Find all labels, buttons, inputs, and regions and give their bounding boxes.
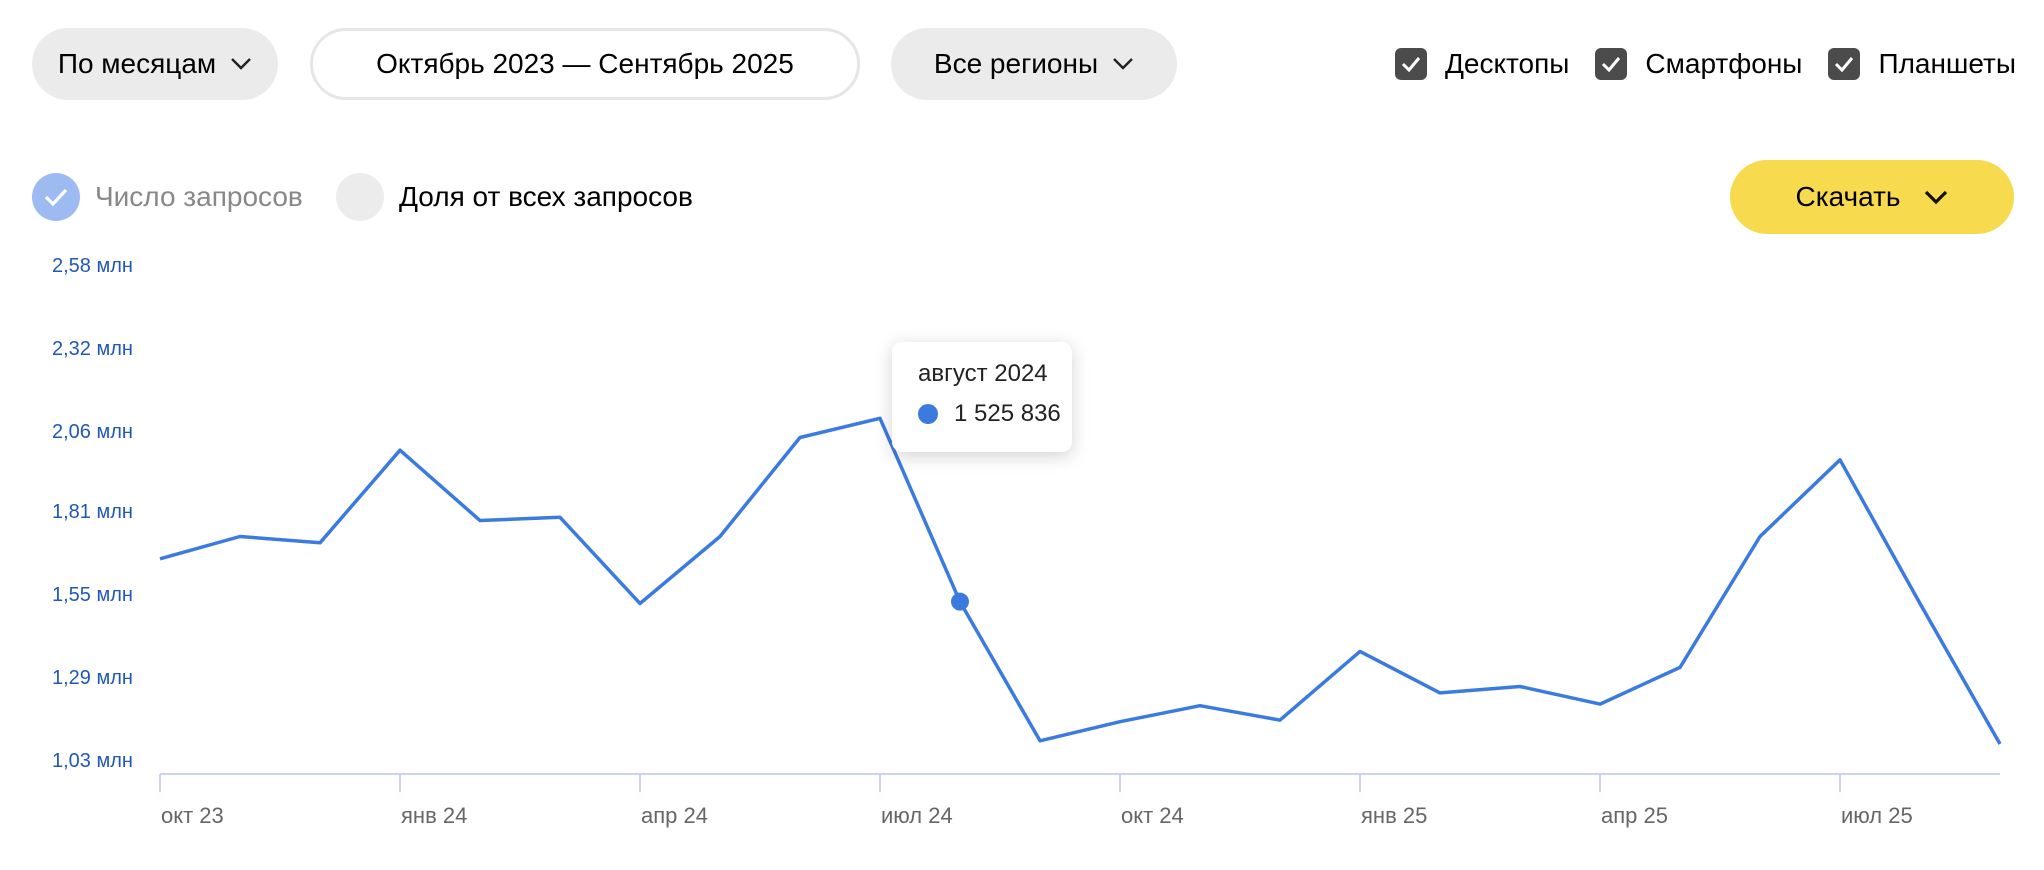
chevron-down-icon [1112, 57, 1134, 71]
y-tick-label: 1,29 млн [52, 667, 133, 689]
chevron-down-icon [1923, 189, 1949, 205]
checkbox-label: Смартфоны [1645, 48, 1803, 79]
device-filters: Десктопы Смартфоны Планшеты [1369, 28, 2016, 100]
mode-share-label: Доля от всех запросов [399, 181, 693, 212]
x-tick-label: июл 24 [881, 803, 953, 828]
checkbox-checked-icon [1394, 48, 1427, 80]
date-range-label: Октябрь 2023 — Сентябрь 2025 [376, 48, 794, 79]
tooltip-row: 1 525 836 [918, 400, 1072, 428]
y-tick-label: 1,55 млн [52, 584, 133, 606]
download-button[interactable]: Скачать [1730, 160, 2014, 234]
series-dot-icon [918, 404, 938, 424]
series-line [159, 416, 2002, 745]
tooltip-value: 1 525 836 [954, 400, 1061, 427]
y-tick-label: 2,06 млн [52, 421, 133, 443]
region-dropdown[interactable]: Все регионы [891, 28, 1177, 100]
tooltip-title: август 2024 [918, 360, 1048, 387]
x-tick-label: апр 25 [1601, 803, 1668, 828]
region-dropdown-label: Все регионы [933, 48, 1099, 79]
checkbox-label: Планшеты [1878, 48, 2016, 79]
chevron-down-icon [230, 57, 252, 71]
checkbox-desktops[interactable]: Десктопы [1394, 48, 1570, 80]
period-dropdown[interactable]: По месяцам [32, 28, 278, 100]
download-label: Скачать [1795, 181, 1901, 212]
y-tick-label: 1,03 млн [52, 750, 133, 772]
radio-empty-icon [336, 173, 384, 221]
x-tick-label: окт 24 [1121, 803, 1184, 828]
chart-tooltip: август 2024 1 525 836 [892, 342, 1072, 452]
y-tick-label: 2,58 млн [52, 255, 133, 277]
y-tick-label: 2,32 млн [52, 338, 133, 360]
y-tick-label: 1,81 млн [52, 501, 133, 523]
mode-count-radio[interactable]: Число запросов [32, 173, 303, 221]
x-tick-label: окт 23 [161, 803, 224, 828]
period-dropdown-label: По месяцам [57, 48, 217, 79]
mode-count-label: Число запросов [95, 181, 303, 212]
highlight-point [951, 592, 969, 611]
checkbox-label: Десктопы [1444, 48, 1570, 79]
checkbox-checked-icon [1828, 48, 1861, 80]
checkbox-tablets[interactable]: Планшеты [1828, 48, 2016, 80]
y-axis-labels: 2,58 млн 2,32 млн 2,06 млн 1,81 млн 1,55 млн… [52, 255, 133, 772]
date-range-picker[interactable]: Октябрь 2023 — Сентябрь 2025 [310, 28, 860, 100]
x-tick-label: янв 25 [1361, 803, 1427, 828]
checkbox-checked-icon [1595, 48, 1628, 80]
checkbox-smartphones[interactable]: Смартфоны [1595, 48, 1802, 80]
x-tick-label: июл 25 [1841, 803, 1913, 828]
mode-share-radio[interactable]: Доля от всех запросов [336, 173, 693, 221]
x-tick-label: апр 24 [641, 803, 708, 828]
radio-checked-icon [32, 173, 80, 221]
x-axis-ticks: окт 23 янв 24 апр 24 июл 24 окт 24 янв 25 апр … [159, 774, 1913, 828]
x-tick-label: янв 24 [401, 803, 467, 828]
